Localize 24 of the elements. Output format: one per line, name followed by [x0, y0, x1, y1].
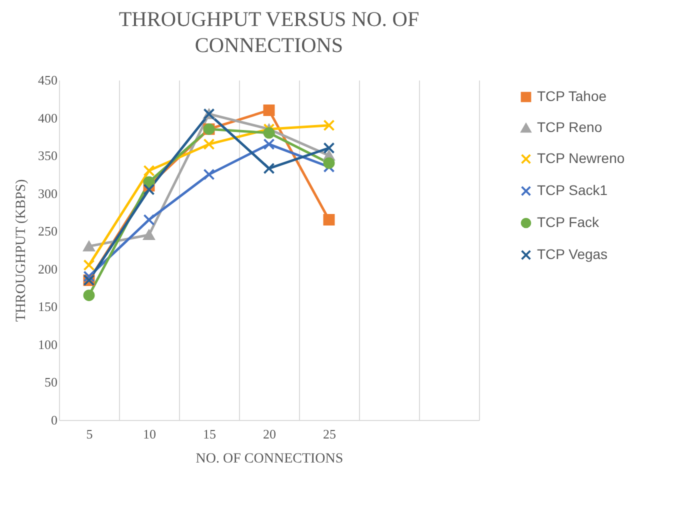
y-tick-label: 300 — [38, 186, 58, 201]
x-tick-label: 20 — [263, 426, 276, 442]
legend-label: TCP Tahoe — [537, 88, 607, 104]
y-tick-label: 350 — [38, 148, 58, 164]
x-axis-title: NO. OF CONNECTIONS — [196, 452, 344, 466]
legend-label: TCP Fack — [537, 214, 600, 230]
y-tick-label: 150 — [38, 299, 58, 314]
y-tick-label: 450 — [38, 72, 58, 88]
y-tick-label: 200 — [38, 261, 58, 276]
x-tick-label: 25 — [323, 426, 336, 442]
legend-label: TCP Reno — [537, 119, 602, 135]
y-tick-label: 100 — [38, 336, 58, 352]
y-tick-label: 0 — [51, 412, 58, 428]
legend-label: TCP Sack1 — [537, 182, 608, 198]
x-tick-label: 5 — [86, 426, 93, 442]
chart-title: THROUGHPUT VERSUS NO. OF CONNECTIONS — [118, 7, 420, 57]
y-axis-title: THROUGHPUT (KBPS) — [14, 178, 29, 322]
x-tick-label: 10 — [143, 426, 156, 442]
y-tick-label: 400 — [38, 110, 58, 126]
x-tick-label: 15 — [203, 426, 216, 442]
y-tick-label: 250 — [38, 224, 58, 239]
legend-label: TCP Newreno — [537, 150, 625, 166]
y-tick-label: 50 — [44, 374, 58, 390]
legend-label: TCP Vegas — [537, 246, 608, 262]
